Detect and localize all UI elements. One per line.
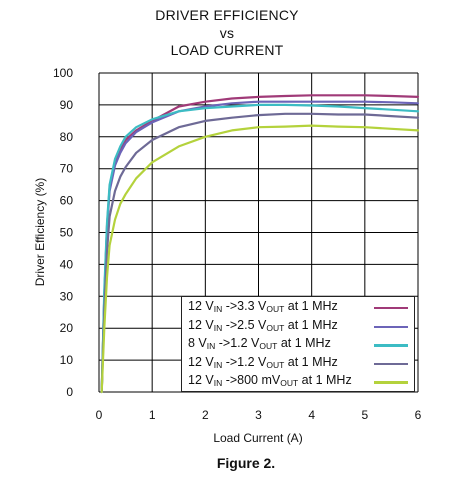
x-tick-label-3: 3: [255, 408, 262, 422]
legend-label-1: 12 VIN ->2.5 VOUT at 1 MHz: [188, 317, 338, 333]
series-line-4: [100, 124, 420, 394]
y-tick-label-0: 0: [66, 385, 73, 399]
legend-swatch-2: [374, 344, 408, 347]
legend-label-2: 8 VIN ->1.2 VOUT at 1 MHz: [188, 336, 331, 352]
y-tick-label-3: 30: [60, 289, 74, 303]
legend-swatch-0: [374, 307, 408, 310]
legend-label-4: 12 VIN ->800 mVOUT at 1 MHz: [188, 373, 352, 389]
figure-caption: Figure 2.: [216, 455, 276, 471]
y-tick-label-6: 60: [60, 194, 74, 208]
chart-title-line-1: DRIVER EFFICIENCY: [155, 7, 299, 23]
legend-entry-1: 12 VIN ->2.5 VOUT at 1 MHz: [188, 317, 412, 335]
y-axis-title: Driver Efficiency (%): [33, 177, 47, 287]
x-tick-label-5: 5: [361, 408, 368, 422]
y-tick-label-10: 100: [53, 66, 73, 80]
chart-title-line-2: vs: [219, 25, 235, 41]
legend-swatch-1: [374, 325, 408, 328]
y-tick-label-1: 10: [60, 353, 74, 367]
y-tick-label-2: 20: [60, 321, 74, 335]
chart-title-line-3: LOAD CURRENT: [170, 42, 284, 58]
x-axis-title: Load Current (A): [213, 431, 303, 445]
legend-swatch-3: [374, 362, 408, 366]
legend-label-3: 12 VIN ->1.2 VOUT at 1 MHz: [188, 354, 338, 370]
y-tick-label-4: 40: [60, 257, 74, 271]
y-tick-label-5: 50: [60, 226, 74, 240]
legend-swatch-4: [374, 381, 408, 384]
y-tick-label-8: 80: [60, 130, 74, 144]
x-tick-label-0: 0: [96, 408, 103, 422]
y-tick-label-7: 70: [60, 162, 74, 176]
legend-entry-4: 12 VIN ->800 mVOUT at 1 MHz: [188, 372, 412, 390]
legend-label-0: 12 VIN ->3.3 VOUT at 1 MHz: [188, 299, 338, 314]
series-line-3: [100, 112, 420, 394]
chart-legend: 12 VIN ->3.3 VOUT at 1 MHz 12 VIN ->2.5 V…: [181, 296, 415, 392]
x-tick-label-1: 1: [149, 408, 156, 422]
legend-entry-0: 12 VIN ->3.3 VOUT at 1 MHz: [188, 298, 412, 316]
y-tick-label-9: 90: [60, 98, 74, 112]
x-tick-label-2: 2: [202, 408, 209, 422]
x-tick-label-6: 6: [415, 408, 422, 422]
legend-entry-2: 8 VIN ->1.2 VOUT at 1 MHz: [188, 335, 412, 353]
x-tick-label-4: 4: [308, 408, 315, 422]
legend-entry-3: 12 VIN ->1.2 VOUT at 1 MHz: [188, 354, 412, 372]
series-line-2: [100, 103, 420, 394]
